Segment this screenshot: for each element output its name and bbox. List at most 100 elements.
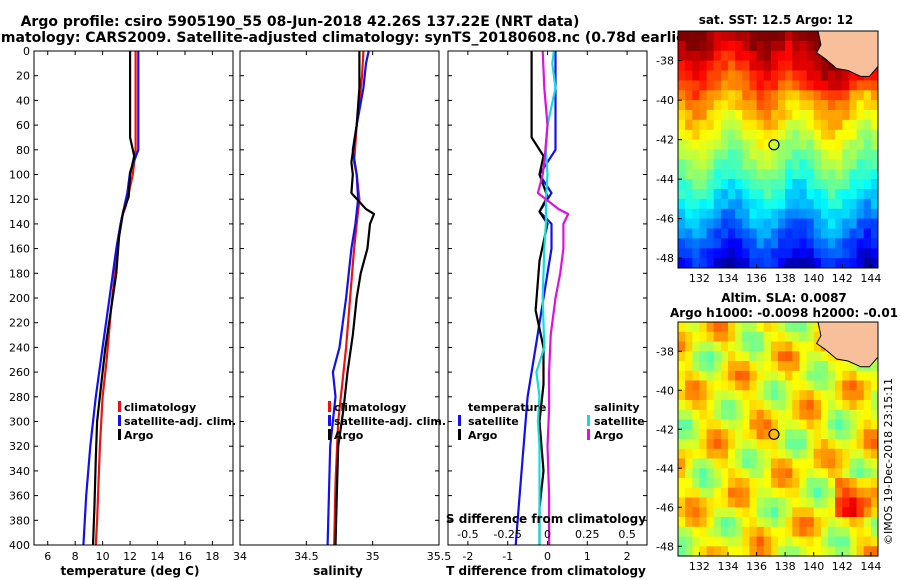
map-cell xyxy=(756,159,765,170)
map-cell xyxy=(849,80,857,91)
map-cell xyxy=(720,129,729,141)
map-cell xyxy=(792,546,800,557)
map-cell xyxy=(813,409,822,421)
map-cell xyxy=(713,169,722,180)
map-cell xyxy=(735,208,743,220)
map-cell xyxy=(706,169,715,180)
map-cell xyxy=(799,189,807,200)
map-cell xyxy=(728,478,736,489)
map-cell xyxy=(863,546,872,557)
map-cell xyxy=(756,429,765,440)
map-cell xyxy=(842,400,850,411)
map-cell xyxy=(813,198,822,210)
map-cell xyxy=(699,198,707,210)
map-cell xyxy=(778,238,786,249)
map-cell xyxy=(820,487,829,499)
map-cell xyxy=(713,517,722,528)
map-cell xyxy=(728,80,736,91)
map-cell xyxy=(728,487,736,499)
map-cell xyxy=(735,80,743,91)
map-cell xyxy=(799,238,807,249)
map-cell xyxy=(720,468,729,479)
map-cell xyxy=(820,370,829,382)
map-cell xyxy=(835,139,843,150)
map-cell xyxy=(842,228,850,239)
map-cell xyxy=(792,189,800,200)
map-cell xyxy=(749,129,757,141)
map-cell xyxy=(685,139,693,150)
map-cell xyxy=(770,70,779,81)
map-cell xyxy=(870,400,879,411)
map-cell xyxy=(770,429,779,440)
map-cell xyxy=(856,100,865,111)
map-cell xyxy=(863,429,872,440)
map-cell xyxy=(863,248,872,259)
map-cell xyxy=(763,179,772,190)
map-cell xyxy=(856,189,865,200)
map-cell xyxy=(692,149,700,160)
map-cell xyxy=(706,119,715,131)
map-cell xyxy=(813,546,822,557)
map-cell xyxy=(756,409,765,421)
map-cell xyxy=(842,90,850,101)
map-cell xyxy=(749,409,757,421)
depth-tick-label: 260 xyxy=(9,366,30,379)
map-cell xyxy=(713,370,722,382)
map-cell xyxy=(742,487,750,499)
map-cell xyxy=(828,80,836,91)
map-cell xyxy=(828,536,836,547)
map-cell xyxy=(713,179,722,190)
map-cell xyxy=(685,370,693,382)
map-cell xyxy=(835,419,843,430)
map-cell xyxy=(849,70,857,81)
map-cell xyxy=(799,169,807,180)
map-cell xyxy=(806,331,815,343)
map-cell xyxy=(756,218,765,229)
map-cell xyxy=(820,90,829,101)
map-cell xyxy=(770,468,779,479)
difference-xlabel: T difference from climatology xyxy=(446,564,646,578)
map-cell xyxy=(692,526,700,538)
map-cell xyxy=(792,129,800,141)
x-tick-label: 12 xyxy=(123,550,137,563)
map-cell xyxy=(813,31,822,42)
map-cell xyxy=(799,248,807,259)
map-cell xyxy=(820,478,829,489)
map-cell xyxy=(785,487,793,499)
map-cell xyxy=(785,258,793,269)
map-cell xyxy=(692,322,700,333)
map-cell xyxy=(756,341,765,352)
map-cell xyxy=(749,341,757,352)
map-cell xyxy=(842,80,850,91)
legend-label-s-argo: Argo xyxy=(594,429,624,442)
map-cell xyxy=(785,100,793,111)
map-cell xyxy=(863,169,872,180)
map-cell xyxy=(713,439,722,450)
map-cell xyxy=(856,390,865,401)
map-cell xyxy=(706,139,715,150)
map-cell xyxy=(742,380,750,391)
map-cell xyxy=(799,341,807,352)
map-cell xyxy=(706,487,715,499)
map-cell xyxy=(735,380,743,391)
series-line-argo xyxy=(334,51,376,546)
map-cell xyxy=(870,497,879,508)
map-cell xyxy=(856,419,865,430)
map-cell xyxy=(863,238,872,249)
map-cell xyxy=(692,448,700,460)
map-cell xyxy=(778,458,786,469)
top-x-tick-label: -0.25 xyxy=(493,528,521,541)
map-cell xyxy=(699,429,707,440)
map-cell xyxy=(778,129,786,141)
map-cell xyxy=(728,110,736,121)
map-cell xyxy=(706,526,715,538)
map-cell xyxy=(778,497,786,508)
map-cell xyxy=(756,419,765,430)
map-cell xyxy=(692,179,700,190)
map-cell xyxy=(756,380,765,391)
map-cell xyxy=(820,218,829,229)
map-cell xyxy=(863,468,872,479)
map-cell xyxy=(785,419,793,430)
map-cell xyxy=(685,169,693,180)
map-cell xyxy=(785,380,793,391)
